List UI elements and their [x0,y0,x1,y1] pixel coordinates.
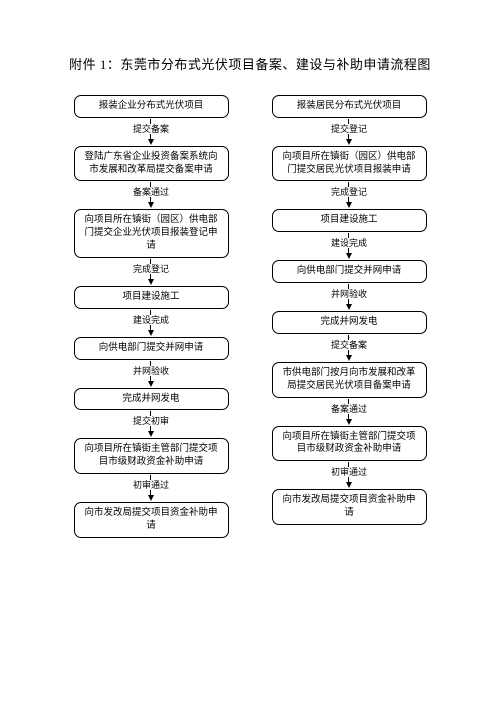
flow-column-resident: 报装居民分布式光伏项目提交登记向项目所在镇街（园区）供电部门提交居民光伏项目报装… [264,95,434,538]
arrow-head-icon [346,253,352,259]
resident-node-4: 完成并网发电 [272,311,427,334]
enterprise-arrow-2: 完成登记 [133,259,169,285]
arrow-head-icon [148,431,154,437]
arrow-head-icon [346,304,352,310]
enterprise-arrow-6: 初审通过 [133,475,169,501]
page-title: 附件 1：东莞市分布式光伏项目备案、建设与补助申请流程图 [0,54,500,73]
resident-arrow-label-5: 备案通过 [331,405,367,414]
enterprise-node-1: 登陆广东省企业投资备案系统向市发展和改革局提交备案申请 [74,146,229,182]
resident-node-6: 向项目所在镇街主管部门提交项目市级财政资金补助申请 [272,426,427,462]
enterprise-arrow-label-3: 建设完成 [133,316,169,325]
resident-arrow-label-1: 完成登记 [331,188,367,197]
resident-arrow-label-0: 提交登记 [331,125,367,134]
enterprise-arrow-5: 提交初审 [133,411,169,437]
enterprise-node-5: 完成并网发电 [74,388,229,411]
enterprise-arrow-3: 建设完成 [133,310,169,336]
resident-node-3: 向供电部门提交并网申请 [272,260,427,283]
enterprise-arrow-1: 备案通过 [133,182,169,208]
arrow-head-icon [148,330,154,336]
enterprise-arrow-label-5: 提交初审 [133,417,169,426]
arrow-head-icon [148,381,154,387]
resident-arrow-label-2: 建设完成 [331,239,367,248]
resident-arrow-label-4: 提交备案 [331,341,367,350]
enterprise-arrow-4: 并网验收 [133,361,169,387]
resident-arrow-2: 建设完成 [331,233,367,259]
enterprise-node-2: 向项目所在镇街（园区）供电部门提交企业光伏项目报装登记申请 [74,209,229,257]
arrow-head-icon [346,419,352,425]
resident-arrow-label-3: 并网验收 [331,290,367,299]
resident-arrow-1: 完成登记 [331,182,367,208]
flow-columns: 报装企业分布式光伏项目提交备案登陆广东省企业投资备案系统向市发展和改革局提交备案… [0,95,500,538]
enterprise-node-7: 向市发改局提交项目资金补助申请 [74,502,229,538]
flow-column-enterprise: 报装企业分布式光伏项目提交备案登陆广东省企业投资备案系统向市发展和改革局提交备案… [66,95,236,538]
resident-arrow-6: 初审通过 [331,462,367,488]
arrow-head-icon [346,482,352,488]
arrow-head-icon [148,202,154,208]
resident-node-7: 向市发改局提交项目资金补助申请 [272,489,427,525]
resident-node-5: 市供电部门按月向市发展和改革局提交居民光伏项目备案申请 [272,362,427,398]
enterprise-arrow-label-2: 完成登记 [133,265,169,274]
arrow-head-icon [148,279,154,285]
arrow-line [150,361,151,366]
resident-arrow-5: 备案通过 [331,399,367,425]
arrow-head-icon [346,355,352,361]
arrow-head-icon [346,202,352,208]
arrow-line [348,399,349,404]
arrow-line [150,310,151,315]
enterprise-arrow-label-0: 提交备案 [133,125,169,134]
resident-arrow-3: 并网验收 [331,284,367,310]
page: 附件 1：东莞市分布式光伏项目备案、建设与补助申请流程图 报装企业分布式光伏项目… [0,0,500,707]
enterprise-arrow-label-4: 并网验收 [133,367,169,376]
enterprise-node-3: 项目建设施工 [74,286,229,309]
resident-node-0: 报装居民分布式光伏项目 [272,95,427,118]
arrow-head-icon [148,495,154,501]
arrow-head-icon [346,139,352,145]
enterprise-arrow-label-1: 备案通过 [133,188,169,197]
enterprise-arrow-label-6: 初审通过 [133,481,169,490]
resident-node-2: 项目建设施工 [272,209,427,232]
resident-node-1: 向项目所在镇街（园区）供电部门提交居民光伏项目报装申请 [272,146,427,182]
resident-arrow-4: 提交备案 [331,335,367,361]
resident-arrow-0: 提交登记 [331,119,367,145]
enterprise-node-0: 报装企业分布式光伏项目 [74,95,229,118]
enterprise-arrow-0: 提交备案 [133,119,169,145]
arrow-head-icon [148,139,154,145]
enterprise-node-6: 向项目所在镇街主管部门提交项目市级财政资金补助申请 [74,438,229,474]
enterprise-node-4: 向供电部门提交并网申请 [74,337,229,360]
resident-arrow-label-6: 初审通过 [331,468,367,477]
